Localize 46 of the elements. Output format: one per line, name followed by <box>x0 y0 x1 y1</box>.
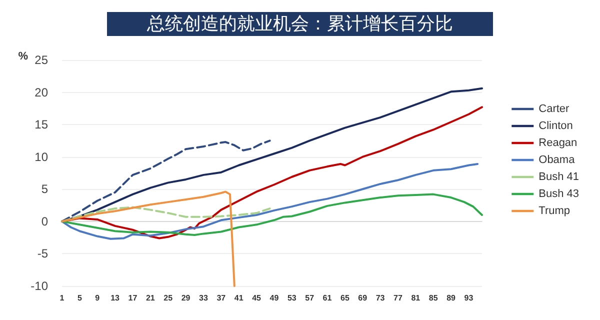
y-tick-label: -5 <box>37 246 48 261</box>
x-tick-label: 25 <box>164 294 174 302</box>
x-tick-label: 53 <box>287 294 297 302</box>
x-tick-label: 57 <box>305 294 315 302</box>
y-tick-label: 5 <box>41 182 48 196</box>
x-tick-label: 45 <box>252 294 262 302</box>
line-series <box>61 162 479 240</box>
x-tick-label: 29 <box>181 294 191 302</box>
line-series <box>61 206 271 222</box>
y-tick-label: 0 <box>41 214 48 228</box>
x-tick-label: 65 <box>340 294 350 302</box>
legend-label: Carter <box>538 103 570 115</box>
line-series <box>61 190 236 287</box>
y-tick-label: 15 <box>34 118 48 132</box>
line-series <box>61 140 271 222</box>
legend-label: Bush 41 <box>538 171 580 183</box>
x-tick-label: 61 <box>322 294 332 302</box>
y-tick-label: 20 <box>34 85 48 100</box>
x-tick-label: 89 <box>446 294 456 302</box>
x-tick-label: 21 <box>146 294 156 302</box>
legend-label: Bush 43 <box>538 188 580 200</box>
chart-title: 总统创造的就业机会：累计增长百分比 <box>146 14 453 34</box>
x-tick-label: 73 <box>376 294 386 302</box>
x-tick-label: 81 <box>411 294 421 302</box>
y-tick-label: -10 <box>30 279 48 293</box>
x-tick-label: 17 <box>128 294 138 302</box>
y-axis-title: % <box>18 50 28 62</box>
x-tick-label: 85 <box>428 294 438 302</box>
x-tick-label: 33 <box>199 294 208 302</box>
y-tick-label: 25 <box>34 53 48 67</box>
x-tick-label: 93 <box>464 294 474 302</box>
x-tick-label: 77 <box>394 294 403 302</box>
x-tick-label: 49 <box>270 294 280 302</box>
x-tick-label: 1 <box>60 294 65 302</box>
legend-label: Obama <box>538 154 576 166</box>
line-series <box>61 193 483 236</box>
y-tick-label: 10 <box>34 150 48 164</box>
legend-label: Clinton <box>538 120 573 132</box>
x-tick-label: 41 <box>234 294 244 302</box>
x-tick-label: 5 <box>77 294 82 302</box>
legend-label: Trump <box>538 205 570 217</box>
x-tick-label: 9 <box>95 294 100 302</box>
x-tick-label: 69 <box>358 294 368 302</box>
x-tick-label: 13 <box>110 294 120 302</box>
legend-label: Reagan <box>538 137 578 149</box>
x-tick-label: 37 <box>216 294 226 302</box>
